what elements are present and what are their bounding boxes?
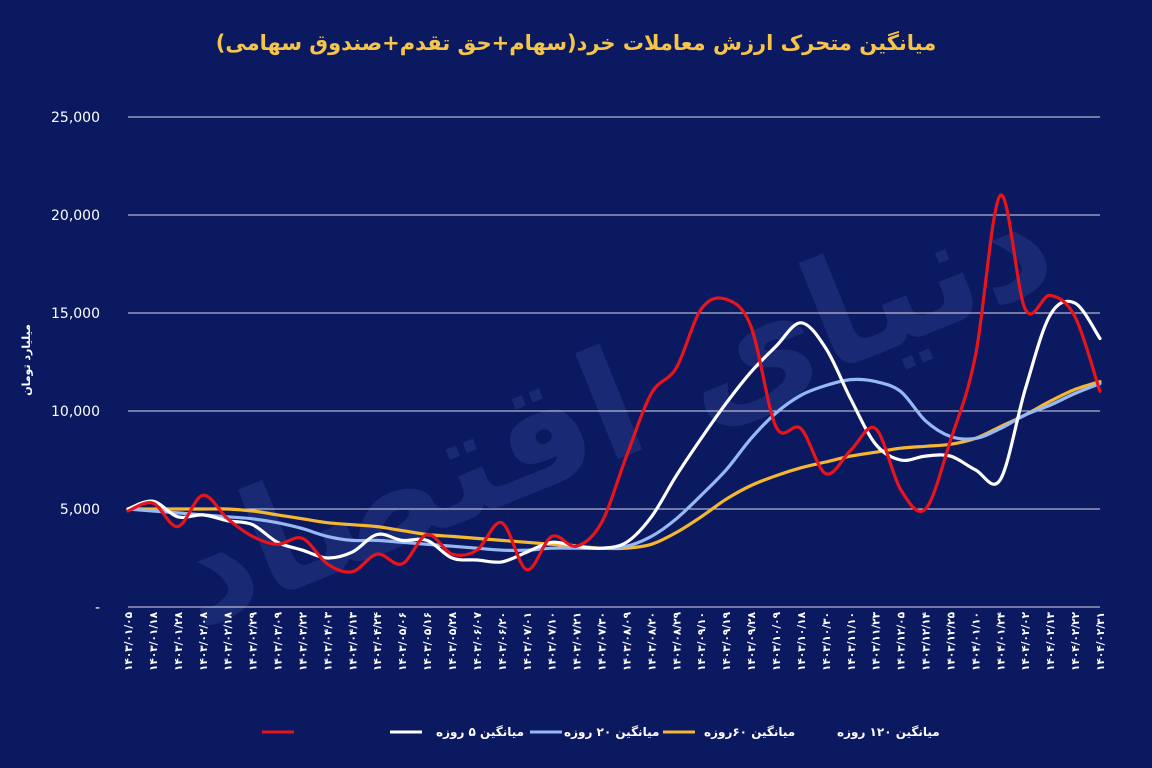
x-tick-label: ۱۴۰۳/۰۵/۰۶ — [397, 612, 409, 671]
x-tick-label: ۱۴۰۳/۱۲/۰۵ — [896, 611, 908, 671]
x-tick-label: ۱۴۰۳/۱۰/۳۰ — [821, 612, 833, 671]
x-tick-label: ۱۴۰۴/۰۲/۲۲ — [1070, 611, 1082, 671]
x-tick-label: ۱۴۰۳/۰۲/۰۸ — [198, 611, 210, 671]
x-tick-label: ۱۴۰۳/۰۶/۲۰ — [497, 612, 509, 671]
x-tick-label: ۱۴۰۳/۰۲/۲۹ — [248, 611, 260, 671]
x-tick-label: ۱۴۰۳/۰۱/۰۵ — [123, 611, 135, 671]
y-tick-label: 15,000 — [51, 306, 100, 322]
watermark: دنیای اقتصاد — [146, 152, 1076, 663]
x-tick-label: ۱۴۰۴/۰۱/۱۰ — [970, 612, 982, 671]
x-tick-label: ۱۴۰۳/۱۰/۱۸ — [796, 611, 808, 671]
x-tick-label: ۱۴۰۳/۰۶/۰۷ — [472, 611, 484, 671]
legend-label: میانگین ۵ روزه — [436, 725, 524, 740]
x-tick-label: ۱۴۰۴/۰۱/۲۴ — [995, 611, 1007, 671]
x-tick-label: ۱۴۰۳/۰۹/۱۹ — [721, 611, 733, 671]
x-tick-label: ۱۴۰۳/۰۷/۰۱ — [522, 612, 534, 671]
x-tick-label: ۱۴۰۳/۰۴/۲۴ — [372, 611, 384, 671]
x-tick-label: ۱۴۰۳/۰۹/۲۸ — [746, 611, 758, 671]
x-tick-label: ۱۴۰۴/۰۲/۳۱ — [1095, 612, 1107, 671]
series-lines — [126, 193, 1102, 574]
y-tick-label: 25,000 — [51, 110, 100, 126]
legend: میانگین ۵ روزه میانگین ۲۰ روزه میانگین ۶۰ر… — [262, 725, 940, 740]
x-tick-label: ۱۴۰۴/۰۲/۰۲ — [1020, 611, 1032, 671]
x-tick-label: ۱۴۰۳/۰۱/۲۸ — [173, 611, 185, 671]
x-tick-label: ۱۴۰۳/۰۵/۱۶ — [422, 612, 434, 671]
x-tick-label: ۱۴۰۳/۰۴/۱۳ — [347, 611, 359, 671]
x-tick-label: ۱۴۰۳/۰۲/۱۸ — [223, 611, 235, 671]
x-tick-label: ۱۴۰۳/۰۸/۰۹ — [621, 611, 633, 671]
x-tick-label: ۱۴۰۳/۰۷/۲۱ — [572, 612, 584, 671]
y-tick-label: 20,000 — [51, 208, 100, 224]
x-tick-label: ۱۴۰۳/۰۷/۳۰ — [597, 612, 609, 671]
x-tick-label: ۱۴۰۳/۱۱/۱۰ — [846, 612, 858, 671]
x-tick-label: ۱۴۰۳/۰۱/۱۸ — [148, 611, 160, 671]
x-axis-ticks: ۱۴۰۳/۰۱/۰۵ ۱۴۰۳/۰۱/۱۸ ۱۴۰۳/۰۱/۲۸ ۱۴۰۳/۰۲/۰۸… — [123, 611, 1107, 671]
x-tick-label: ۱۴۰۳/۰۴/۰۳ — [322, 611, 334, 671]
x-tick-label: ۱۴۰۳/۱۱/۲۳ — [871, 611, 883, 671]
x-tick-label: ۱۴۰۳/۰۵/۲۸ — [447, 611, 459, 671]
x-tick-label: ۱۴۰۴/۰۲/۱۳ — [1045, 611, 1057, 671]
x-tick-label: ۱۴۰۳/۰۸/۲۰ — [646, 612, 658, 671]
grid — [128, 116, 1100, 608]
x-tick-label: ۱۴۰۳/۰۳/۲۲ — [297, 611, 309, 671]
legend-label: میانگین ۶۰روزه — [704, 725, 795, 740]
series-line — [126, 193, 1102, 574]
x-tick-label: ۱۴۰۳/۱۲/۱۴ — [921, 611, 933, 671]
y-axis-ticks: - 5,000 10,000 15,000 20,000 25,000 — [51, 110, 100, 616]
x-tick-label: ۱۴۰۳/۰۷/۱۰ — [547, 612, 559, 671]
chart-title: میانگین متحرک ارزش معاملات خرد(سهام+حق ت… — [216, 30, 937, 55]
y-tick-label: 10,000 — [51, 404, 100, 420]
x-tick-label: ۱۴۰۳/۱۲/۲۵ — [945, 611, 957, 671]
y-tick-label: - — [95, 600, 100, 616]
x-tick-label: ۱۴۰۳/۰۸/۲۹ — [671, 611, 683, 671]
x-tick-label: ۱۴۰۳/۰۹/۱۰ — [696, 612, 708, 671]
y-axis-label: میلیارد تومان — [20, 324, 33, 396]
x-tick-label: ۱۴۰۳/۰۳/۰۹ — [273, 611, 285, 671]
legend-label: میانگین ۲۰ روزه — [564, 725, 659, 740]
x-tick-label: ۱۴۰۳/۱۰/۰۹ — [771, 611, 783, 671]
legend-label: میانگین ۱۲۰ روزه — [837, 725, 940, 740]
y-tick-label: 5,000 — [60, 502, 100, 518]
